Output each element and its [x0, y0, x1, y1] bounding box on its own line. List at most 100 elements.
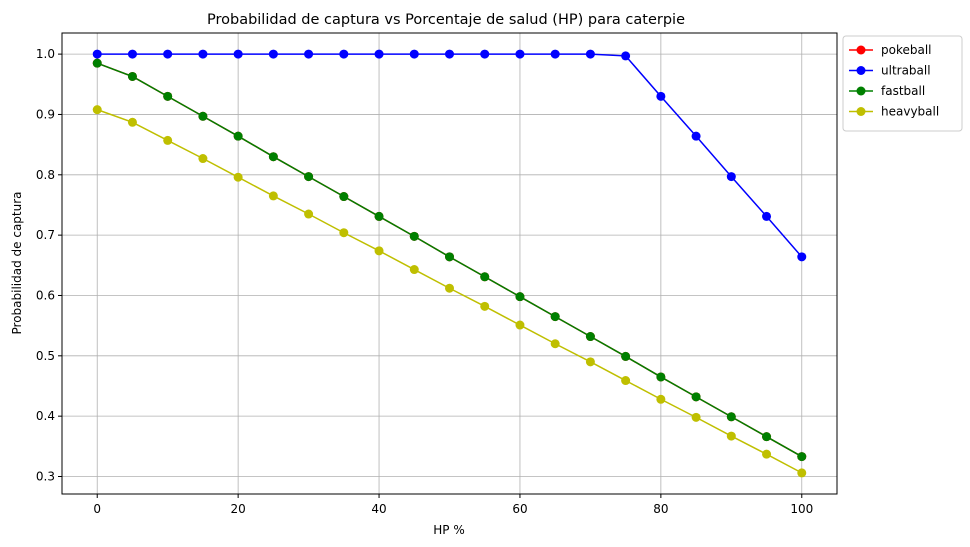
- y-tick-label: 0.6: [36, 288, 55, 302]
- legend-marker: [856, 107, 866, 116]
- data-point-fastball: [163, 91, 173, 101]
- data-point-ultraball: [268, 49, 278, 59]
- data-point-heavyball: [656, 394, 666, 404]
- data-point-ultraball: [762, 211, 772, 221]
- data-point-ultraball: [92, 49, 102, 59]
- data-point-ultraball: [691, 131, 701, 141]
- series-heavyball: [92, 105, 807, 478]
- x-axis: 0 20 40 60 80 100: [93, 494, 813, 516]
- y-axis: 0.3 0.4 0.5 0.6 0.7 0.8 0.9 1.0: [36, 47, 62, 484]
- legend-item-heavyball: heavyball: [849, 105, 939, 119]
- data-point-heavyball: [304, 209, 314, 219]
- data-point-heavyball: [233, 172, 243, 182]
- data-point-heavyball: [550, 339, 560, 349]
- data-point-fastball: [127, 71, 137, 81]
- data-point-fastball: [726, 412, 736, 422]
- data-point-heavyball: [797, 468, 807, 478]
- data-point-fastball: [585, 332, 595, 342]
- data-point-fastball: [550, 312, 560, 322]
- y-tick-label: 1.0: [36, 47, 55, 61]
- data-point-fastball: [656, 372, 666, 382]
- data-point-ultraball: [480, 49, 490, 59]
- data-point-heavyball: [726, 431, 736, 441]
- data-point-ultraball: [550, 49, 560, 59]
- legend: pokeball ultraball fastball heavyball: [842, 35, 963, 132]
- data-point-fastball: [374, 211, 384, 221]
- data-point-ultraball: [233, 49, 243, 59]
- data-point-fastball: [409, 231, 419, 241]
- data-point-heavyball: [163, 135, 173, 145]
- data-point-ultraball: [163, 49, 173, 59]
- legend-label: pokeball: [881, 43, 932, 57]
- legend-label: fastball: [881, 84, 925, 98]
- data-point-fastball: [691, 392, 701, 402]
- data-point-fastball: [480, 272, 490, 282]
- y-tick-label: 0.5: [36, 349, 55, 363]
- data-point-ultraball: [726, 172, 736, 182]
- data-point-heavyball: [691, 412, 701, 422]
- x-tick-label: 100: [790, 502, 813, 516]
- data-point-heavyball: [621, 376, 631, 386]
- data-point-fastball: [198, 111, 208, 121]
- legend-marker: [856, 86, 866, 96]
- plot-frame: [61, 32, 838, 495]
- data-point-fastball: [268, 152, 278, 162]
- data-point-heavyball: [409, 265, 419, 275]
- legend-item-fastball: fastball: [849, 84, 925, 98]
- data-point-fastball: [621, 351, 631, 361]
- data-point-heavyball: [198, 154, 208, 164]
- data-point-fastball: [762, 432, 772, 442]
- legend-box: [842, 35, 963, 132]
- x-tick-label: 60: [512, 502, 527, 516]
- series-fastball: [92, 58, 807, 462]
- x-tick-label: 40: [371, 502, 386, 516]
- y-tick-label: 0.7: [36, 228, 55, 242]
- data-point-heavyball: [339, 228, 349, 238]
- data-point-heavyball: [268, 191, 278, 201]
- x-tick-label: 80: [653, 502, 668, 516]
- data-point-heavyball: [480, 301, 490, 311]
- data-point-ultraball: [621, 51, 631, 61]
- data-point-ultraball: [445, 49, 454, 59]
- x-tick-label: 0: [93, 502, 101, 516]
- y-tick-label: 0.4: [36, 409, 55, 423]
- data-point-ultraball: [515, 49, 525, 59]
- data-point-fastball: [797, 452, 807, 462]
- legend-label: ultraball: [881, 64, 931, 78]
- data-point-fastball: [304, 172, 314, 182]
- data-point-ultraball: [127, 49, 137, 59]
- data-point-ultraball: [409, 49, 419, 59]
- data-point-ultraball: [339, 49, 349, 59]
- series-ultraball: [92, 49, 807, 262]
- legend-marker: [856, 66, 866, 75]
- legend-item-ultraball: ultraball: [849, 64, 931, 78]
- data-point-ultraball: [797, 252, 807, 262]
- chart-title: Probabilidad de captura vs Porcentaje de…: [207, 12, 685, 28]
- data-point-fastball: [515, 292, 525, 302]
- data-point-fastball: [233, 131, 243, 141]
- data-point-heavyball: [585, 357, 595, 367]
- y-axis-label: Probabilidad de captura: [10, 191, 24, 334]
- x-axis-label: HP %: [433, 523, 464, 537]
- data-point-heavyball: [445, 283, 454, 293]
- data-point-fastball: [339, 192, 349, 202]
- data-point-ultraball: [198, 49, 208, 59]
- data-point-heavyball: [374, 246, 384, 256]
- data-point-ultraball: [656, 91, 666, 101]
- data-point-ultraball: [304, 49, 314, 59]
- x-tick-label: 20: [230, 502, 245, 516]
- legend-marker: [856, 45, 866, 55]
- data-point-heavyball: [515, 320, 525, 330]
- data-point-ultraball: [374, 49, 384, 59]
- y-tick-label: 0.9: [36, 107, 55, 121]
- data-point-ultraball: [585, 49, 595, 59]
- data-point-fastball: [445, 252, 454, 262]
- series-layer: [92, 49, 807, 478]
- data-point-heavyball: [92, 105, 102, 115]
- data-point-heavyball: [127, 117, 137, 127]
- legend-item-pokeball: pokeball: [849, 43, 932, 57]
- data-point-heavyball: [762, 449, 772, 459]
- legend-label: heavyball: [881, 105, 939, 119]
- data-point-fastball: [92, 58, 102, 68]
